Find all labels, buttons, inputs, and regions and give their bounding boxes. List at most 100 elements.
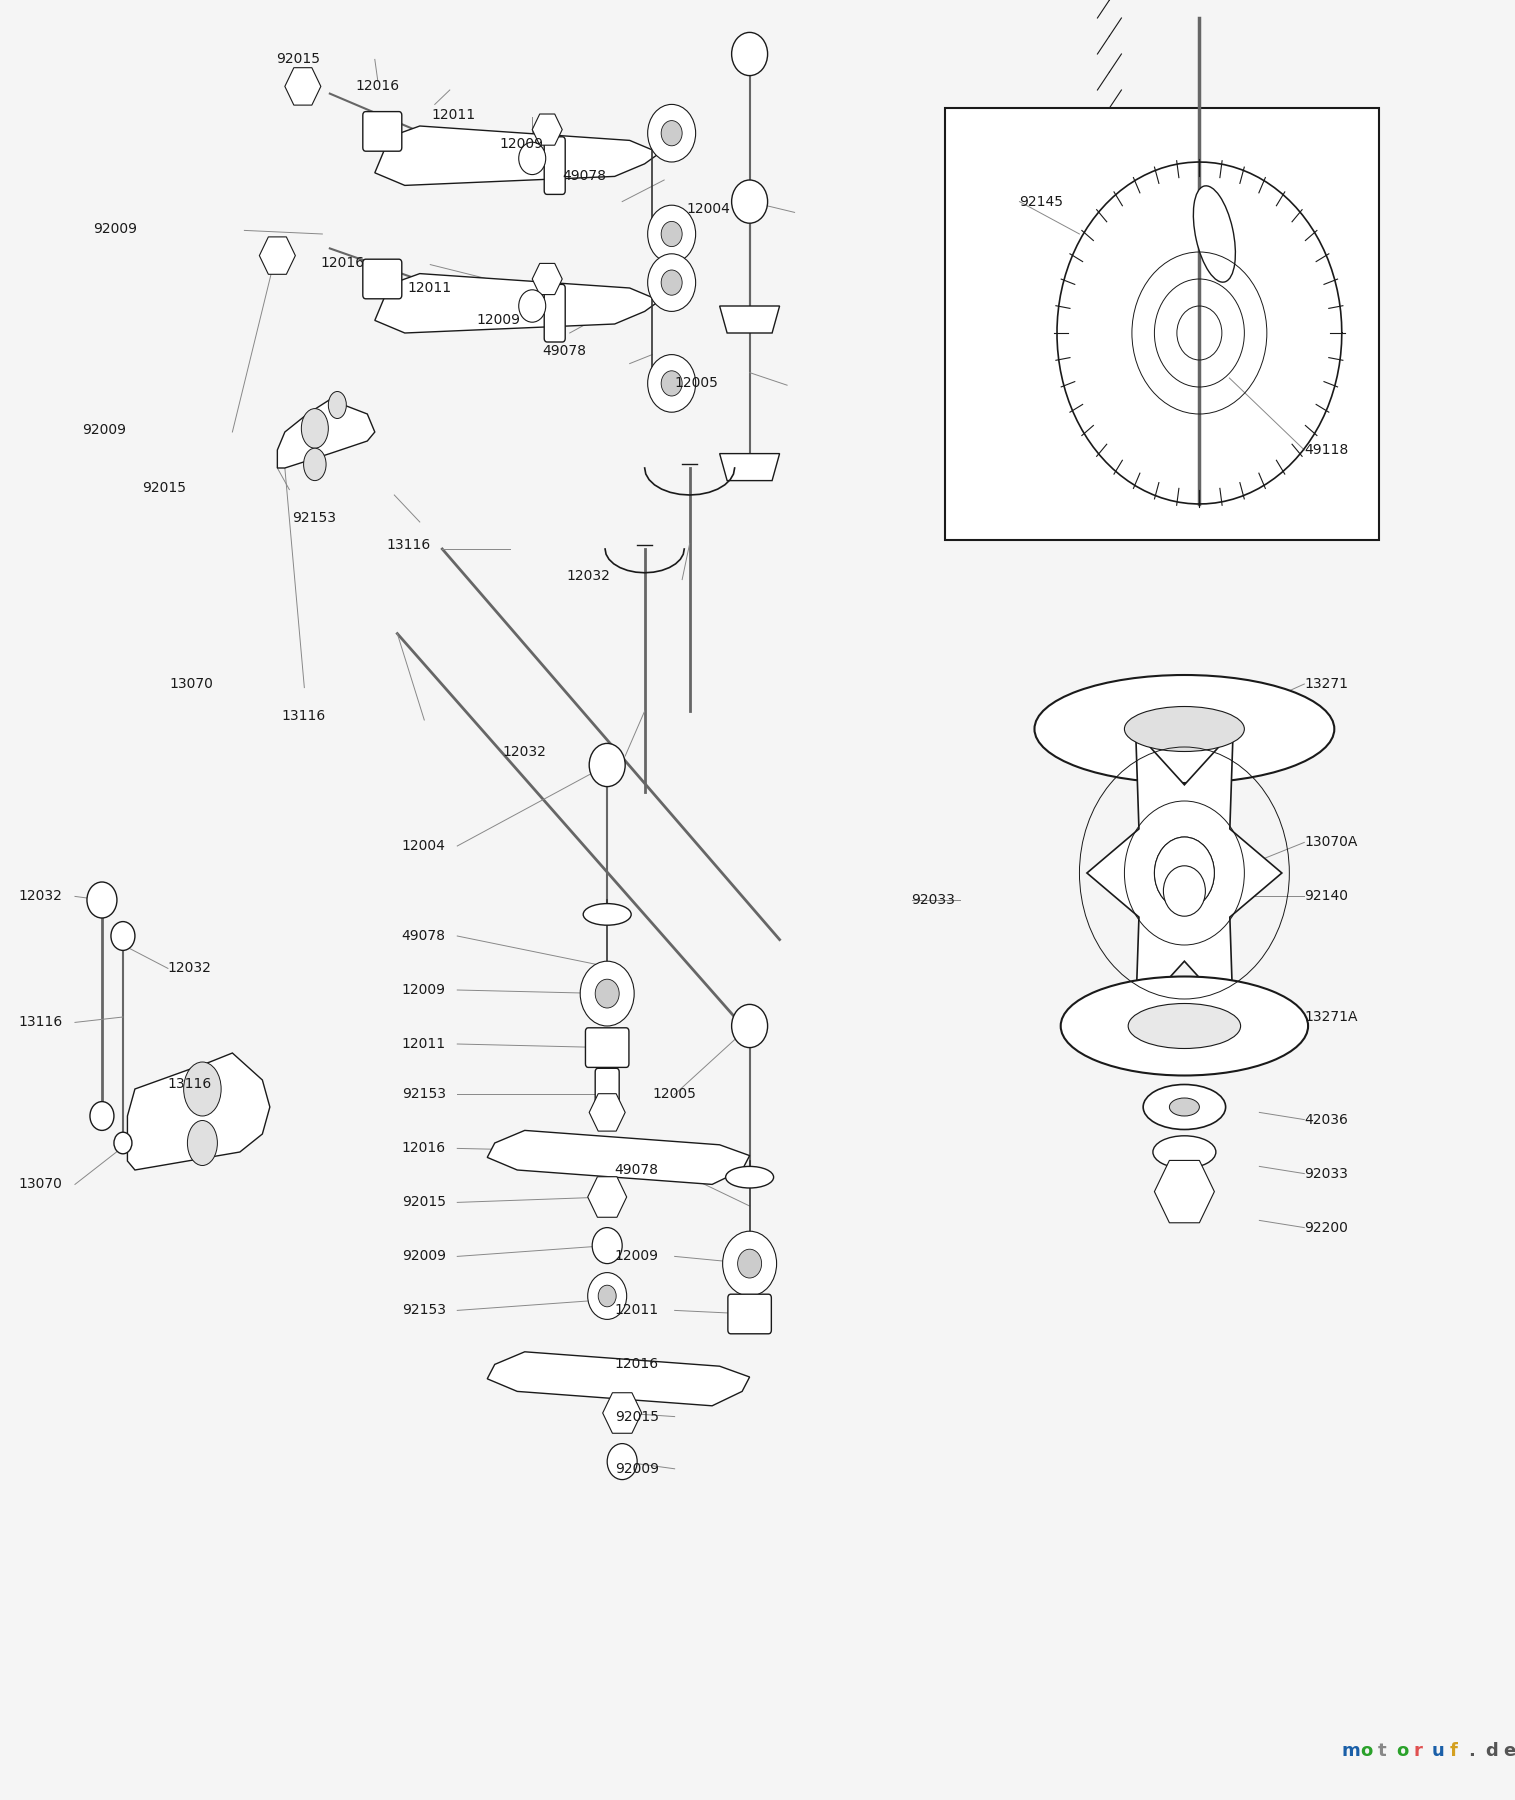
Text: m: m: [1342, 1742, 1360, 1760]
Ellipse shape: [1153, 1136, 1217, 1168]
Text: 12009: 12009: [477, 313, 521, 328]
Text: 12009: 12009: [401, 983, 445, 997]
Text: 92153: 92153: [292, 511, 336, 526]
Polygon shape: [488, 1352, 750, 1406]
Text: 92015: 92015: [401, 1195, 445, 1210]
Circle shape: [738, 1249, 762, 1278]
Polygon shape: [532, 113, 562, 146]
Text: 12016: 12016: [401, 1141, 445, 1156]
Circle shape: [580, 961, 635, 1026]
Text: 49078: 49078: [562, 169, 606, 184]
Ellipse shape: [1060, 976, 1307, 1075]
Text: 12011: 12011: [408, 281, 451, 295]
Text: 12005: 12005: [651, 1087, 695, 1102]
Polygon shape: [589, 1094, 626, 1130]
Text: 13116: 13116: [282, 709, 326, 724]
Circle shape: [518, 142, 545, 175]
Ellipse shape: [726, 1166, 774, 1188]
Text: 12032: 12032: [168, 961, 212, 976]
Circle shape: [588, 1273, 627, 1319]
Text: e: e: [1504, 1742, 1515, 1760]
Text: 92145: 92145: [1020, 194, 1064, 209]
FancyBboxPatch shape: [585, 1028, 629, 1067]
Ellipse shape: [183, 1062, 221, 1116]
Text: 49078: 49078: [615, 1163, 659, 1177]
Text: 92200: 92200: [1304, 1220, 1348, 1235]
Text: 12009: 12009: [500, 137, 544, 151]
Text: 92015: 92015: [615, 1409, 659, 1424]
Circle shape: [661, 121, 682, 146]
Polygon shape: [374, 274, 659, 333]
Text: 12016: 12016: [615, 1357, 659, 1372]
Text: 12011: 12011: [615, 1303, 659, 1318]
Polygon shape: [277, 400, 374, 468]
Polygon shape: [588, 1177, 627, 1217]
Text: f: f: [1450, 1742, 1457, 1760]
Text: 13271: 13271: [1304, 677, 1348, 691]
Circle shape: [592, 1228, 623, 1264]
Text: 12005: 12005: [674, 376, 718, 391]
Ellipse shape: [303, 448, 326, 481]
Ellipse shape: [1035, 675, 1335, 783]
Polygon shape: [603, 1393, 642, 1433]
Polygon shape: [1154, 1161, 1215, 1222]
FancyBboxPatch shape: [595, 1067, 620, 1120]
Circle shape: [86, 882, 117, 918]
Circle shape: [1164, 866, 1206, 916]
Text: 12004: 12004: [686, 202, 730, 216]
Text: d: d: [1486, 1742, 1498, 1760]
Text: 92033: 92033: [912, 893, 956, 907]
Circle shape: [648, 104, 695, 162]
Text: 92015: 92015: [142, 481, 186, 495]
Circle shape: [723, 1231, 777, 1296]
Text: u: u: [1432, 1742, 1444, 1760]
Circle shape: [589, 743, 626, 787]
Ellipse shape: [1124, 706, 1244, 752]
Ellipse shape: [1194, 185, 1235, 283]
Ellipse shape: [1170, 1098, 1200, 1116]
Polygon shape: [127, 1053, 270, 1170]
Text: 92009: 92009: [615, 1462, 659, 1476]
Text: 92153: 92153: [401, 1087, 445, 1102]
FancyBboxPatch shape: [362, 259, 401, 299]
Polygon shape: [720, 454, 780, 481]
Text: 49118: 49118: [1304, 443, 1348, 457]
Circle shape: [518, 290, 545, 322]
Circle shape: [598, 1285, 617, 1307]
Text: 13271A: 13271A: [1304, 1010, 1357, 1024]
Text: 92009: 92009: [401, 1249, 445, 1264]
Bar: [944, 108, 1379, 540]
FancyBboxPatch shape: [362, 112, 401, 151]
Text: o: o: [1395, 1742, 1407, 1760]
Text: 13116: 13116: [18, 1015, 62, 1030]
Text: 92009: 92009: [82, 423, 126, 437]
Polygon shape: [374, 126, 659, 185]
Text: 92015: 92015: [276, 52, 320, 67]
Ellipse shape: [583, 904, 632, 925]
Text: 13116: 13116: [386, 538, 432, 553]
Circle shape: [661, 270, 682, 295]
Text: 13070: 13070: [18, 1177, 62, 1192]
Circle shape: [732, 180, 768, 223]
Circle shape: [732, 32, 768, 76]
Text: 13070: 13070: [170, 677, 214, 691]
Polygon shape: [720, 306, 780, 333]
Circle shape: [595, 979, 620, 1008]
Text: 12011: 12011: [401, 1037, 445, 1051]
Text: 13116: 13116: [168, 1076, 212, 1091]
Text: 12032: 12032: [503, 745, 545, 760]
Ellipse shape: [1144, 1084, 1226, 1130]
Circle shape: [661, 221, 682, 247]
Text: 12016: 12016: [356, 79, 400, 94]
Circle shape: [1154, 837, 1215, 909]
FancyBboxPatch shape: [727, 1294, 771, 1334]
Text: 12011: 12011: [432, 108, 476, 122]
Circle shape: [648, 205, 695, 263]
Text: 92140: 92140: [1304, 889, 1348, 904]
Polygon shape: [532, 263, 562, 295]
Text: 12009: 12009: [615, 1249, 659, 1264]
Circle shape: [661, 371, 682, 396]
Circle shape: [648, 355, 695, 412]
Text: 12016: 12016: [321, 256, 365, 270]
Text: 92033: 92033: [1304, 1166, 1348, 1181]
